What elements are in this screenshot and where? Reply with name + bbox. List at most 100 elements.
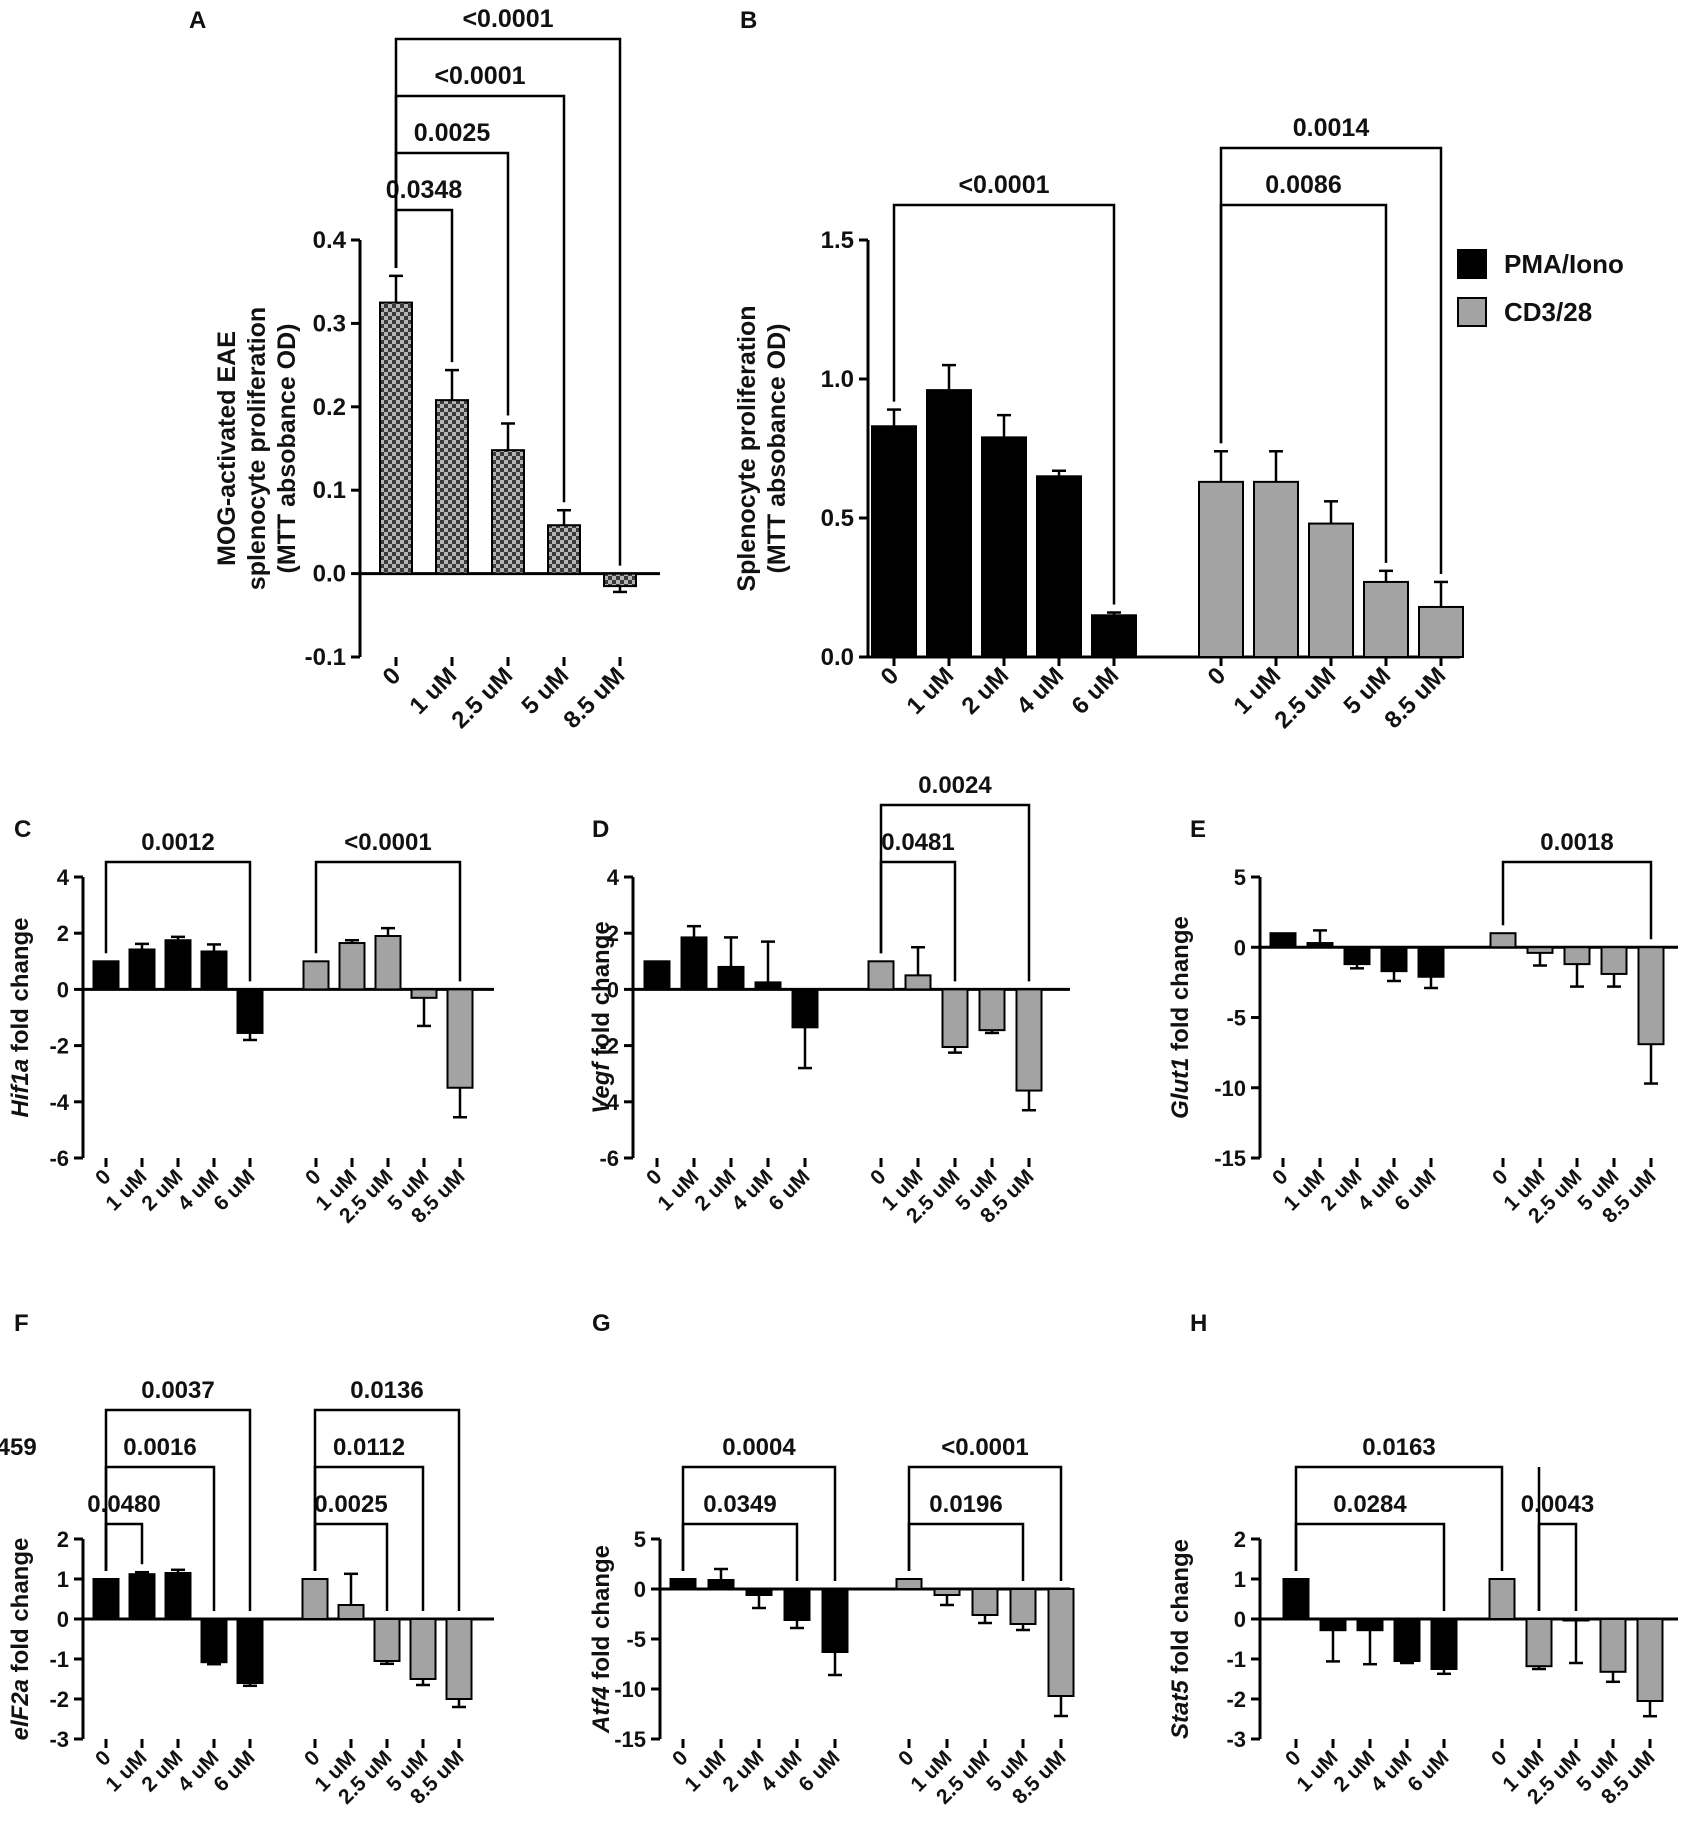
x-tick-label: 6 uM bbox=[1403, 1746, 1453, 1796]
x-tick-label: 2 uM bbox=[1329, 1746, 1379, 1796]
bar-pma bbox=[981, 436, 1027, 658]
y-tick-label: 0.2 bbox=[313, 394, 346, 421]
bar-cd3 bbox=[1489, 932, 1517, 949]
significance-bracket bbox=[1537, 1522, 1578, 1611]
y-axis-label: Glut1 fold change bbox=[1167, 916, 1194, 1119]
bar-cd3 bbox=[1525, 1618, 1553, 1668]
panel-label: H bbox=[1190, 1310, 1207, 1337]
bar-pma bbox=[871, 425, 917, 659]
x-tick-label: 6 uM bbox=[794, 1746, 844, 1796]
significance-bracket bbox=[313, 1465, 425, 1611]
significance-bracket bbox=[1501, 860, 1653, 940]
p-value-label: 0.0043 bbox=[1521, 1491, 1594, 1518]
x-tick-label: 0 bbox=[1203, 662, 1232, 691]
bar-cd3 bbox=[1253, 480, 1299, 658]
y-tick-label: -6 bbox=[599, 1146, 619, 1171]
p-value-label: 0.0016 bbox=[123, 1434, 196, 1461]
y-axis-label: Splenocyte proliferation bbox=[733, 305, 761, 591]
y-axis-label: Vegf fold change bbox=[588, 921, 615, 1113]
bar-pma bbox=[669, 1578, 697, 1590]
x-tick-label: 0 bbox=[91, 1165, 116, 1190]
bar-cd3 bbox=[1637, 946, 1665, 1046]
x-tick-label: 6 uM bbox=[1390, 1165, 1440, 1215]
y-axis-label-gene: Glut1 bbox=[1167, 1058, 1194, 1119]
bar-cd3 bbox=[978, 988, 1006, 1032]
bar-cd3 bbox=[941, 988, 969, 1049]
panel-label: D bbox=[592, 816, 609, 843]
y-tick-label: -2 bbox=[599, 1034, 619, 1059]
y-tick-label: -3 bbox=[1226, 1727, 1246, 1752]
y-axis-label-gene: Stat5 bbox=[1167, 1680, 1194, 1739]
significance-bracket bbox=[907, 1522, 1025, 1581]
x-tick-label: 0 bbox=[668, 1746, 693, 1771]
y-axis-label-gene: Vegf bbox=[588, 1061, 615, 1114]
x-tick-label: 1 uM bbox=[653, 1165, 703, 1215]
y-tick-label: -10 bbox=[614, 1677, 646, 1702]
bar-cd3 bbox=[1009, 1588, 1037, 1625]
y-tick-label: 2 bbox=[1234, 1527, 1246, 1552]
bar-pma bbox=[1269, 932, 1297, 949]
x-tick-label: 2 uM bbox=[137, 1746, 187, 1796]
bar-checker bbox=[547, 524, 581, 575]
p-value-label: 0.0480 bbox=[87, 1491, 160, 1518]
y-tick-label: 2 bbox=[57, 1527, 69, 1552]
chart-panel-a: A -0.1 0.0 0.1 0.2 0.3 0.4 MOG-activated EAE spl… bbox=[189, 5, 660, 734]
y-axis-label: splenocyte proliferation bbox=[243, 307, 271, 590]
significance-bracket bbox=[681, 1522, 799, 1581]
bar-pma bbox=[1356, 1618, 1384, 1632]
y-tick-label: 0.3 bbox=[313, 310, 346, 337]
y-tick-label: 1.5 bbox=[821, 227, 854, 254]
significance-bracket bbox=[104, 1522, 144, 1571]
bar-cd3 bbox=[409, 1618, 437, 1680]
y-axis-label-gene: Hif1a bbox=[7, 1059, 34, 1118]
x-tick-label: 8.5 uM bbox=[1379, 662, 1451, 734]
y-axis-label: Atf4 fold change bbox=[588, 1545, 615, 1734]
x-tick-label: 2.5 uM bbox=[446, 662, 518, 734]
p-value-label: 0.0025 bbox=[414, 119, 491, 147]
y-tick-label: 4 bbox=[607, 865, 620, 890]
x-tick-label: 4 uM bbox=[173, 1165, 223, 1215]
bar-pma bbox=[791, 988, 819, 1029]
panel-label: A bbox=[189, 7, 206, 34]
x-tick-label: 6 uM bbox=[209, 1165, 259, 1215]
p-value-label: 0.0112 bbox=[333, 1434, 405, 1461]
legend-label-pma: PMA/Iono bbox=[1504, 249, 1624, 279]
bar-pma bbox=[128, 1573, 156, 1620]
x-tick-label: 6 uM bbox=[1066, 662, 1124, 720]
y-axis-label: Hif1a fold change bbox=[7, 917, 34, 1117]
y-tick-label: -5 bbox=[626, 1627, 646, 1652]
x-tick-label: 1 uM bbox=[680, 1746, 730, 1796]
p-value-label: 0.0481 bbox=[881, 829, 954, 856]
y-tick-label: -2 bbox=[1226, 1687, 1246, 1712]
y-tick-label: 4 bbox=[57, 865, 70, 890]
bar-pma bbox=[754, 981, 782, 991]
panel-label: G bbox=[592, 1310, 611, 1337]
y-tick-label: -15 bbox=[1214, 1146, 1246, 1171]
legend-label-cd3: CD3/28 bbox=[1504, 297, 1592, 327]
x-tick-label: 4 uM bbox=[1353, 1165, 1403, 1215]
bar-checker bbox=[435, 399, 469, 575]
x-tick-label: 1 uM bbox=[101, 1746, 151, 1796]
x-tick-label: 0 bbox=[378, 662, 407, 691]
p-value-label: 0.0004 bbox=[722, 1434, 796, 1461]
p-value-label: <0.0001 bbox=[434, 62, 525, 90]
y-tick-label: -1 bbox=[1226, 1647, 1246, 1672]
p-value-label: <0.0001 bbox=[941, 1434, 1028, 1461]
bar-pma bbox=[1091, 614, 1137, 658]
bar-checker bbox=[603, 572, 637, 588]
x-tick-label: 2 uM bbox=[137, 1165, 187, 1215]
bar-pma bbox=[717, 965, 745, 991]
bar-cd3 bbox=[1363, 580, 1409, 658]
x-tick-label: 4 uM bbox=[1366, 1746, 1416, 1796]
y-tick-label: -4 bbox=[49, 1090, 69, 1115]
bar-cd3 bbox=[338, 942, 366, 991]
x-tick-label: 0 bbox=[300, 1746, 325, 1771]
p-value-label: <0.0001 bbox=[462, 5, 553, 33]
bar-cd3 bbox=[1636, 1618, 1664, 1702]
y-tick-label: 0 bbox=[1234, 1607, 1246, 1632]
y-axis-label: MOG-activated EAE bbox=[213, 331, 241, 566]
x-tick-label: 1 uM bbox=[1292, 1746, 1342, 1796]
